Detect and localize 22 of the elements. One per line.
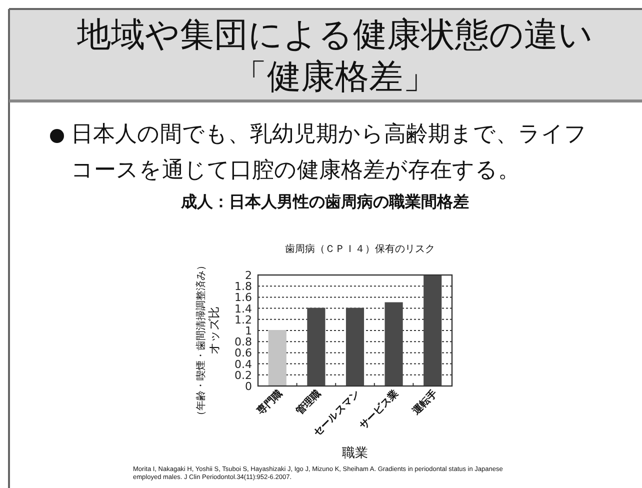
x-tick-label: 管理職 bbox=[292, 388, 324, 418]
subtitle: 日本人の間でも、乳幼児期から高齢期まで、ライフコースを通じて口腔の健康格差が存在する。 bbox=[71, 121, 588, 185]
text: 歯周病（ＣＰＩ４）保有のリスク bbox=[285, 243, 435, 255]
x-tick-label: 運転手 bbox=[409, 388, 440, 418]
title: 地域や集団による健康状態の違い「健康格差」 bbox=[76, 14, 594, 98]
y-tick-label: 1.8 bbox=[234, 280, 252, 294]
y-tick-label: 1.2 bbox=[234, 313, 252, 326]
text: （年齢・喫煙・歯間清掃調整済み） bbox=[195, 260, 207, 420]
annotation: 成人：日本人男性の歯周病の職業間格差 bbox=[180, 192, 470, 212]
y-tick-label: 0.8 bbox=[234, 336, 252, 349]
y-tick-label: 1.4 bbox=[234, 302, 252, 316]
y-tick-label: 0.6 bbox=[234, 346, 252, 360]
y-tick-label: 0.2 bbox=[234, 368, 252, 382]
y-axis-title: オッズ比 bbox=[207, 306, 221, 354]
x-tick-label: 専門職 bbox=[254, 388, 285, 418]
y-tick-label: 1 bbox=[245, 324, 252, 338]
y-tick-label: 0.4 bbox=[234, 358, 252, 371]
y-tick-label: 1.6 bbox=[234, 291, 252, 304]
x-tick-label: サービス業 bbox=[357, 388, 401, 432]
x-axis-title: 職業 bbox=[342, 446, 368, 461]
y-tick-label: 0 bbox=[245, 380, 252, 393]
y-tick-label: 2 bbox=[245, 269, 252, 282]
